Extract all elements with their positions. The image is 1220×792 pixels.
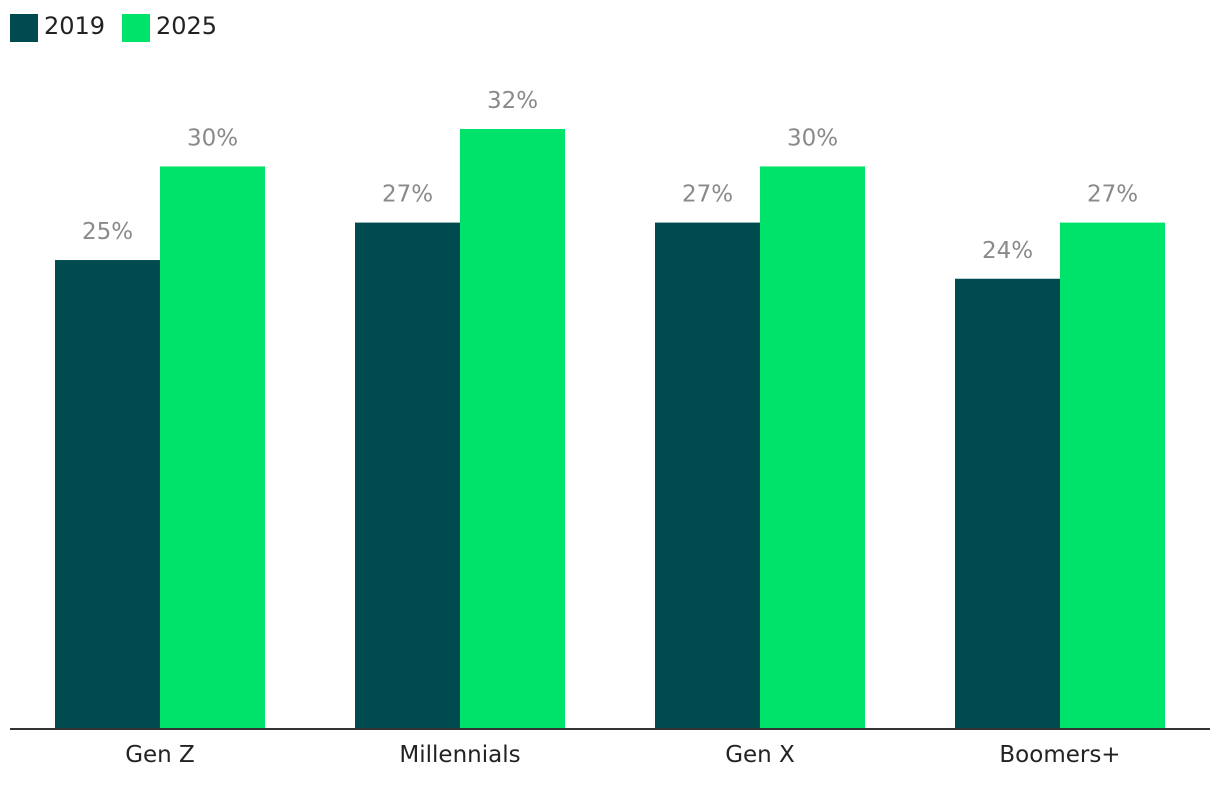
category-label: Boomers+: [999, 742, 1120, 768]
bar-2019-boomers-: [955, 278, 1060, 728]
bar-2019-gen-z: [55, 260, 160, 728]
value-label: 30%: [187, 125, 238, 151]
value-label: 30%: [787, 125, 838, 151]
category-label: Gen X: [725, 742, 795, 768]
value-labels: 25% 30% 27% 32% 27% 30% 24% 27%: [82, 88, 1138, 264]
value-label: 25%: [82, 219, 133, 245]
legend-label-2019: 2019: [44, 12, 105, 40]
value-label: 27%: [382, 182, 433, 208]
bars: [55, 129, 1165, 728]
bar-2019-millennials: [355, 222, 460, 728]
bar-2025-gen-x: [760, 166, 865, 728]
value-label: 32%: [487, 88, 538, 114]
legend-swatch-2019: [10, 14, 38, 42]
value-label: 27%: [1087, 182, 1138, 208]
legend-swatch-2025: [122, 14, 150, 42]
bar-2019-gen-x: [655, 222, 760, 728]
bar-2025-gen-z: [160, 166, 265, 728]
category-label: Millennials: [399, 742, 520, 768]
value-label: 27%: [682, 182, 733, 208]
bar-2025-millennials: [460, 129, 565, 728]
category-label: Gen Z: [125, 742, 195, 768]
legend-label-2025: 2025: [156, 12, 217, 40]
legend: 2019 2025: [10, 12, 217, 42]
bar-2025-boomers-: [1060, 222, 1165, 728]
value-label: 24%: [982, 238, 1033, 264]
category-labels: Gen Z Millennials Gen X Boomers+: [125, 742, 1120, 768]
